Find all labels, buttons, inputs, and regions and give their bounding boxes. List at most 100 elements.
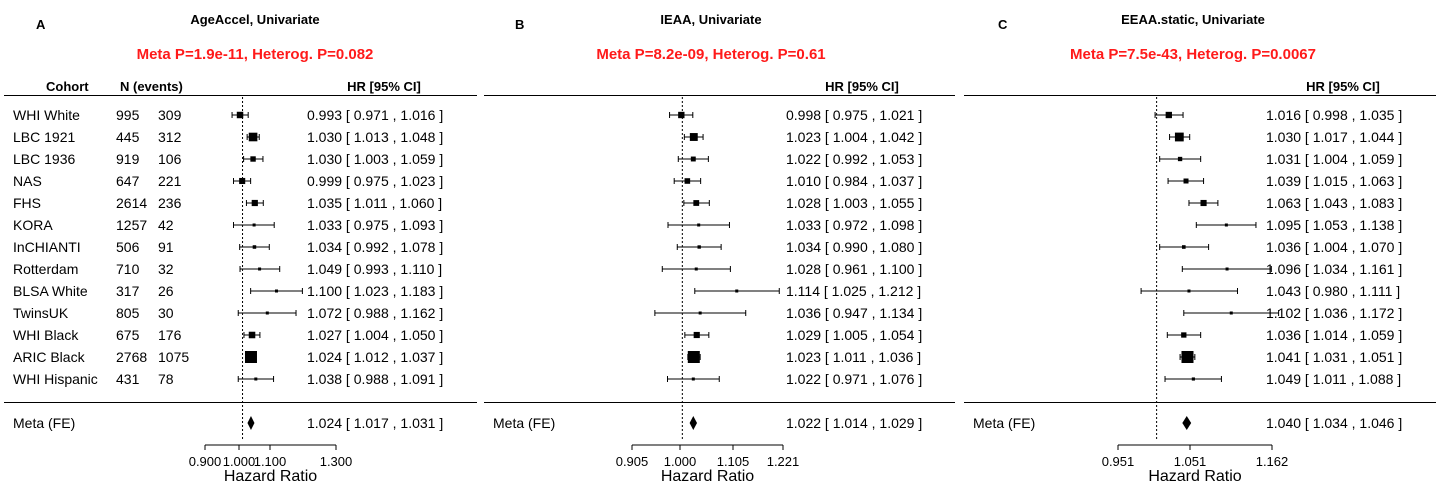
x-axis-tick-label: 1.105 [717,454,750,469]
cohort-label: KORA [13,217,53,233]
forest-row: LBC 1921 445 312 1.030 [ 1.013 , 1.048 ] [13,129,443,145]
hr-point-square [693,200,700,206]
column-header-hr: HR [95% CI] [825,79,899,94]
events-value: 1075 [158,349,189,365]
meta-pvalue-text: Meta P=7.5e-43, Heterog. P=0.0067 [1070,46,1316,63]
hr-ci-text: 1.033 [ 0.975 , 1.093 ] [307,217,443,233]
forest-row: 1.036 [ 1.014 , 1.059 ] [1166,327,1402,343]
cohort-label: WHI White [13,107,80,123]
forest-row: Rotterdam 710 32 1.049 [ 0.993 , 1.110 ] [13,261,442,277]
hr-point-square [678,111,685,119]
forest-row: 1.016 [ 0.998 , 1.035 ] [1154,107,1402,123]
forest-row: 1.022 [ 0.971 , 1.076 ] [666,371,922,387]
hr-ci-text: 1.033 [ 0.972 , 1.098 ] [786,217,922,233]
hr-ci-text: 0.998 [ 0.975 , 1.021 ] [786,107,922,123]
forest-row: 1.095 [ 1.053 , 1.138 ] [1195,217,1402,233]
panel-title: EEAA.static, Univariate [1121,12,1265,27]
column-header-hr: HR [95% CI] [1306,79,1380,94]
n-value: 919 [116,151,140,167]
x-axis-tick-label: 1.162 [1256,454,1289,469]
cohort-label: Rotterdam [13,261,78,277]
panel-letter: C [998,17,1008,32]
n-value: 647 [116,173,140,189]
forest-row: 1.029 [ 1.005 , 1.054 ] [684,327,922,343]
hr-point-square [239,177,246,185]
hr-ci-text: 1.041 [ 1.031 , 1.051 ] [1266,349,1402,365]
forest-row: 1.034 [ 0.990 , 1.080 ] [676,239,922,255]
forest-row: 0.998 [ 0.975 , 1.021 ] [669,107,922,123]
hr-point-square [1181,245,1186,249]
hr-ci-text: 1.023 [ 1.004 , 1.042 ] [786,129,922,145]
cohort-label: LBC 1921 [13,129,75,145]
hr-ci-text: 1.049 [ 1.011 , 1.088 ] [1266,371,1401,387]
forest-row: WHI Black 675 176 1.027 [ 1.004 , 1.050 ] [13,327,443,343]
hr-ci-text: 1.016 [ 0.998 , 1.035 ] [1266,107,1402,123]
x-axis-tick-label: 0.900 [189,454,222,469]
cohort-label: LBC 1936 [13,151,75,167]
hr-ci-text: 1.095 [ 1.053 , 1.138 ] [1266,217,1402,233]
hr-point-square [248,331,256,339]
forest-row: 1.010 [ 0.984 , 1.037 ] [673,173,922,189]
panel-title: AgeAccel, Univariate [190,12,319,27]
hr-ci-text: 1.036 [ 1.004 , 1.070 ] [1266,239,1402,255]
n-value: 710 [116,261,140,277]
hr-point-square [693,331,700,339]
n-value: 317 [116,283,140,299]
hr-ci-text: 1.102 [ 1.036 , 1.172 ] [1266,305,1402,321]
forest-row: WHI Hispanic 431 78 1.038 [ 0.988 , 1.091 ] [13,371,443,387]
forest-row: LBC 1936 919 106 1.030 [ 1.003 , 1.059 ] [13,151,443,167]
n-value: 675 [116,327,140,343]
hr-point-square [265,311,269,315]
hr-ci-text: 1.034 [ 0.990 , 1.080 ] [786,239,922,255]
forest-panel-a: A AgeAccel, Univariate Meta P=1.9e-11, Het… [4,12,477,484]
hr-ci-text: 1.063 [ 1.043 , 1.083 ] [1266,195,1402,211]
hr-point-square [687,351,700,363]
forest-row: 1.023 [ 1.011 , 1.036 ] [687,349,921,365]
hr-point-square [1200,199,1207,207]
n-value: 1257 [116,217,147,233]
hr-point-square [1224,223,1228,227]
forest-row: 1.022 [ 0.992 , 1.053 ] [677,151,922,167]
events-value: 236 [158,195,182,211]
cohort-label: TwinsUK [13,305,69,321]
cohort-label: NAS [13,173,42,189]
x-axis-tick-label: 1.300 [320,454,353,469]
hr-ci-text: 0.993 [ 0.971 , 1.016 ] [307,107,443,123]
n-value: 805 [116,305,140,321]
forest-row: 1.031 [ 1.004 , 1.059 ] [1159,151,1402,167]
forest-row: 1.036 [ 1.004 , 1.070 ] [1159,239,1402,255]
x-axis-tick-label: 1.000 [664,454,697,469]
x-axis-tick-label: 1.000 [223,454,256,469]
hr-ci-text: 1.036 [ 1.014 , 1.059 ] [1266,327,1402,343]
hr-ci-text: 1.038 [ 0.988 , 1.091 ] [307,371,443,387]
hr-point-square [1174,132,1184,142]
forest-row: 1.036 [ 0.947 , 1.134 ] [654,305,922,321]
meta-diamond [247,416,255,430]
hr-ci-text: 0.999 [ 0.975 , 1.023 ] [307,173,443,189]
hr-ci-text: 1.030 [ 1.003 , 1.059 ] [307,151,443,167]
hr-ci-text: 1.028 [ 1.003 , 1.055 ] [786,195,922,211]
events-value: 309 [158,107,182,123]
x-axis-tick-label: 1.221 [767,454,800,469]
forest-row: 1.063 [ 1.043 , 1.083 ] [1188,195,1402,211]
events-value: 32 [158,261,174,277]
forest-row: 1.049 [ 1.011 , 1.088 ] [1164,371,1401,387]
x-axis-tick-label: 1.100 [254,454,287,469]
n-value: 445 [116,129,140,145]
hr-point-square [252,245,257,249]
hr-ci-text: 1.030 [ 1.017 , 1.044 ] [1266,129,1402,145]
panel-letter: A [36,17,46,32]
panel-title: IEAA, Univariate [660,12,761,27]
meta-pvalue-text: Meta P=1.9e-11, Heterog. P=0.082 [137,46,374,63]
hr-point-square [697,245,701,249]
hr-ci-text: 1.049 [ 0.993 , 1.110 ] [307,261,442,277]
hr-ci-text: 1.100 [ 1.023 , 1.183 ] [307,283,443,299]
hr-ci-text: 1.039 [ 1.015 , 1.063 ] [1266,173,1402,189]
meta-diamond [689,416,698,430]
forest-row: 1.039 [ 1.015 , 1.063 ] [1167,173,1402,189]
hr-point-square [684,178,691,184]
hr-ci-text: 1.114 [ 1.025 , 1.212 ] [786,283,921,299]
forest-row: 1.102 [ 1.036 , 1.172 ] [1183,305,1402,321]
hr-point-square [250,156,256,162]
